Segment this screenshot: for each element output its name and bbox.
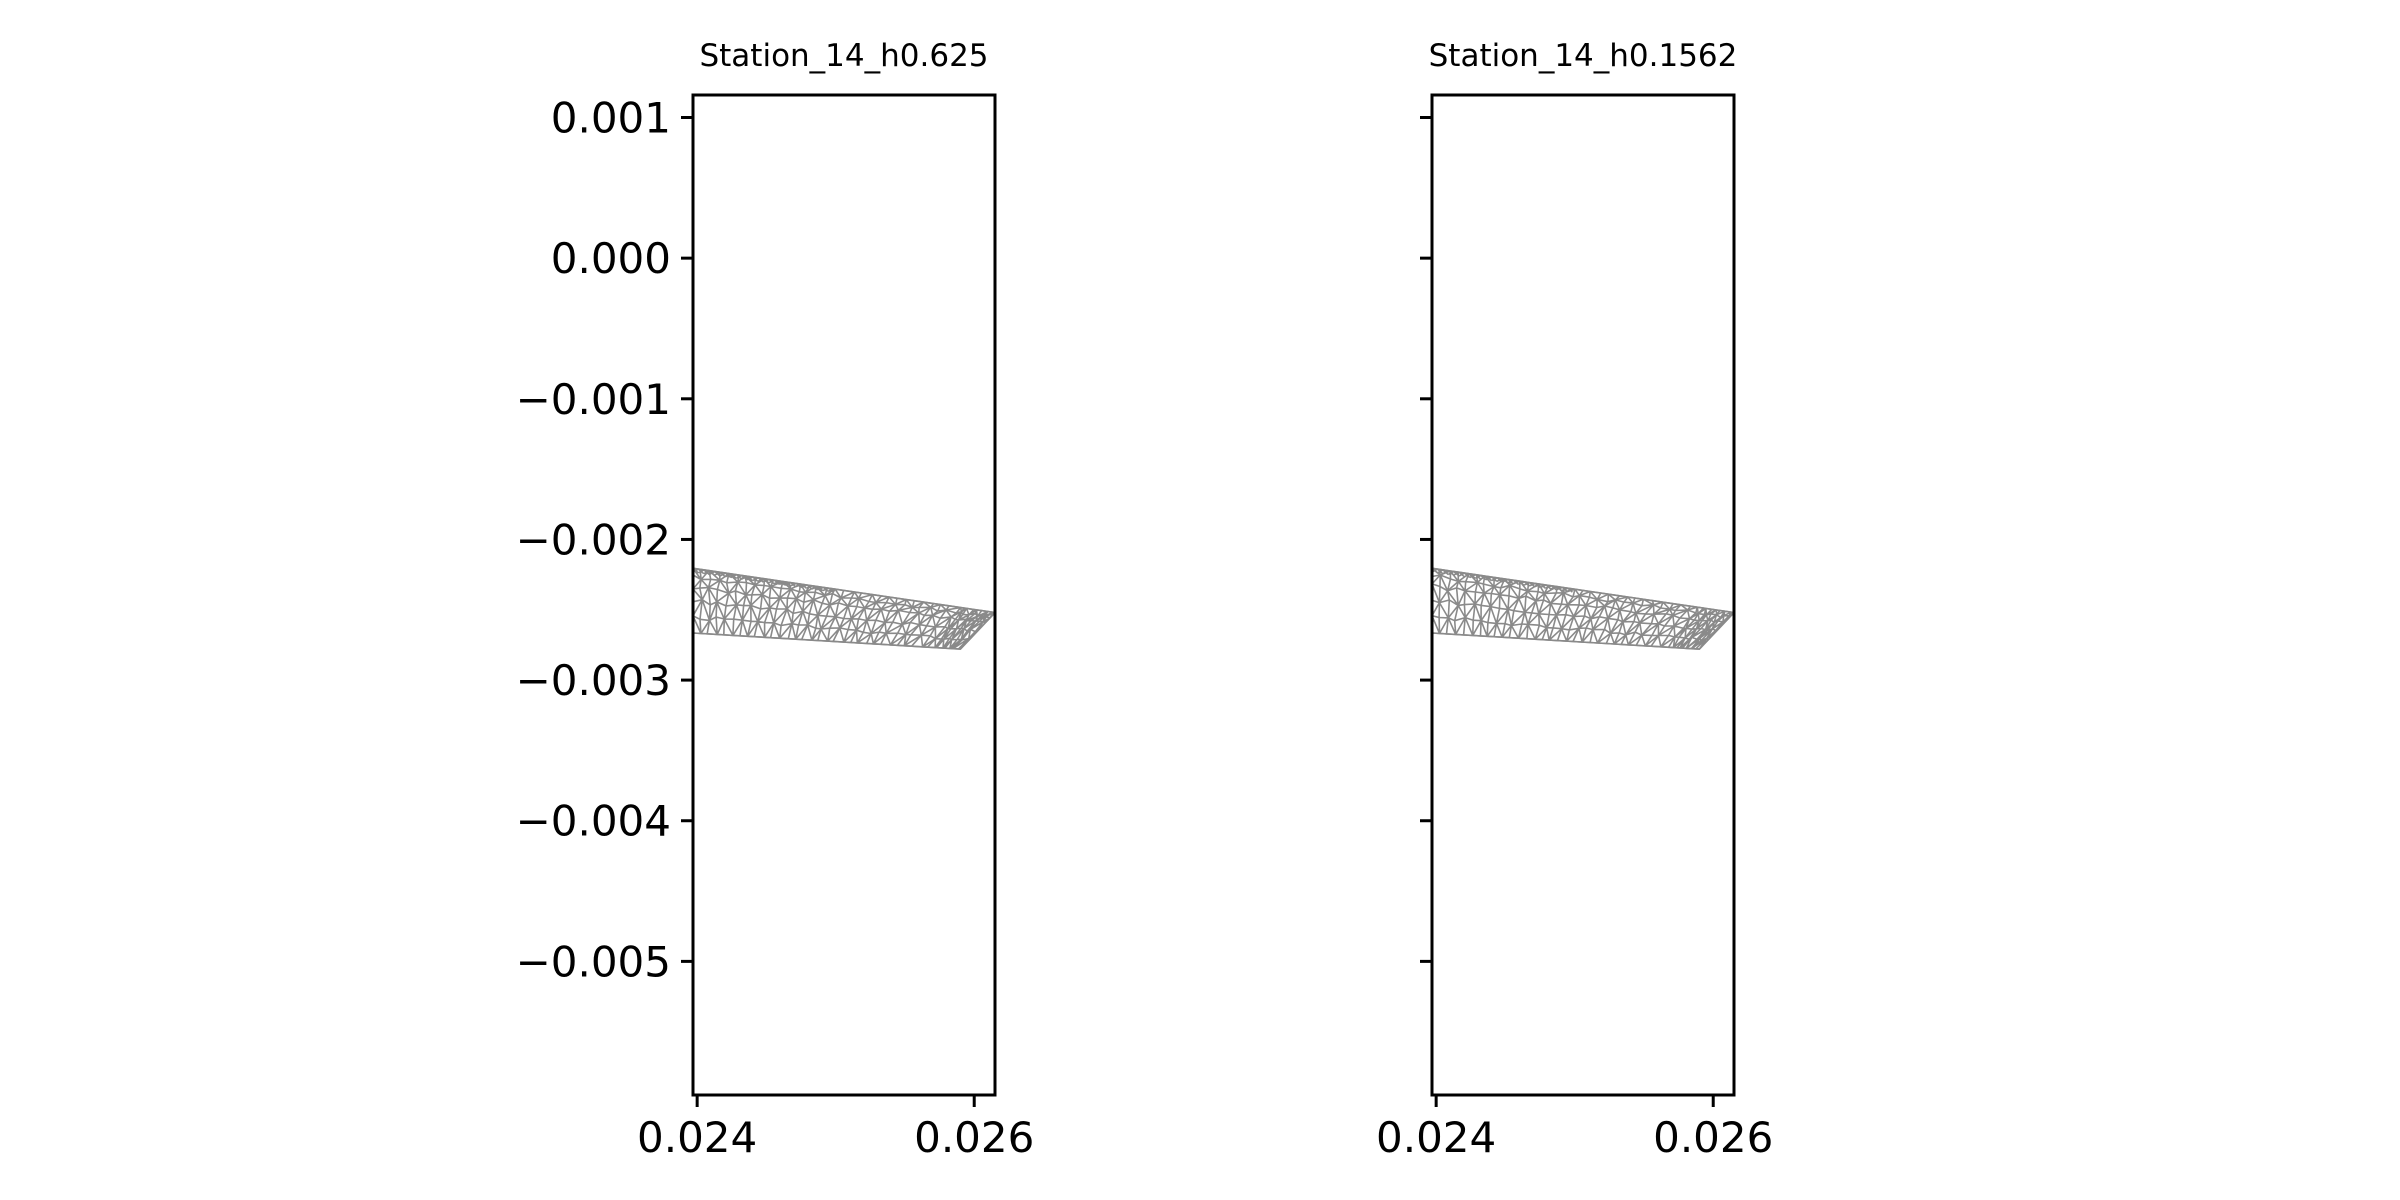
- y-tick-label: −0.002: [516, 515, 671, 564]
- subplot-1: Station_14_h0.625 0.001 0.000 −0.001 −0.002 −…: [516, 38, 1035, 1162]
- x-tick-label: 0.024: [1376, 1113, 1496, 1162]
- mesh: [1431, 567, 1735, 650]
- y-tick-label: −0.001: [516, 375, 671, 424]
- axes-frame: [1430, 93, 1736, 1097]
- mesh-triangles: [1431, 567, 1735, 650]
- y-tick-label: −0.005: [516, 937, 671, 986]
- mesh: [692, 567, 996, 650]
- axes-frame: [691, 93, 997, 1097]
- subplot-title: Station_14_h0.1562: [1429, 38, 1738, 74]
- y-tick-label: −0.004: [516, 797, 671, 846]
- subplot-title: Station_14_h0.625: [699, 38, 988, 74]
- y-tick-label: 0.001: [551, 94, 671, 143]
- mesh-triangles: [692, 567, 996, 650]
- y-tick-label: −0.003: [516, 656, 671, 705]
- x-tick-label: 0.024: [637, 1113, 757, 1162]
- subplot-2: Station_14_h0.1562 0.024 0.026: [1376, 38, 1773, 1162]
- x-tick-label: 0.026: [914, 1113, 1034, 1162]
- x-tick-label: 0.026: [1653, 1113, 1773, 1162]
- y-tick-label: 0.000: [551, 234, 671, 283]
